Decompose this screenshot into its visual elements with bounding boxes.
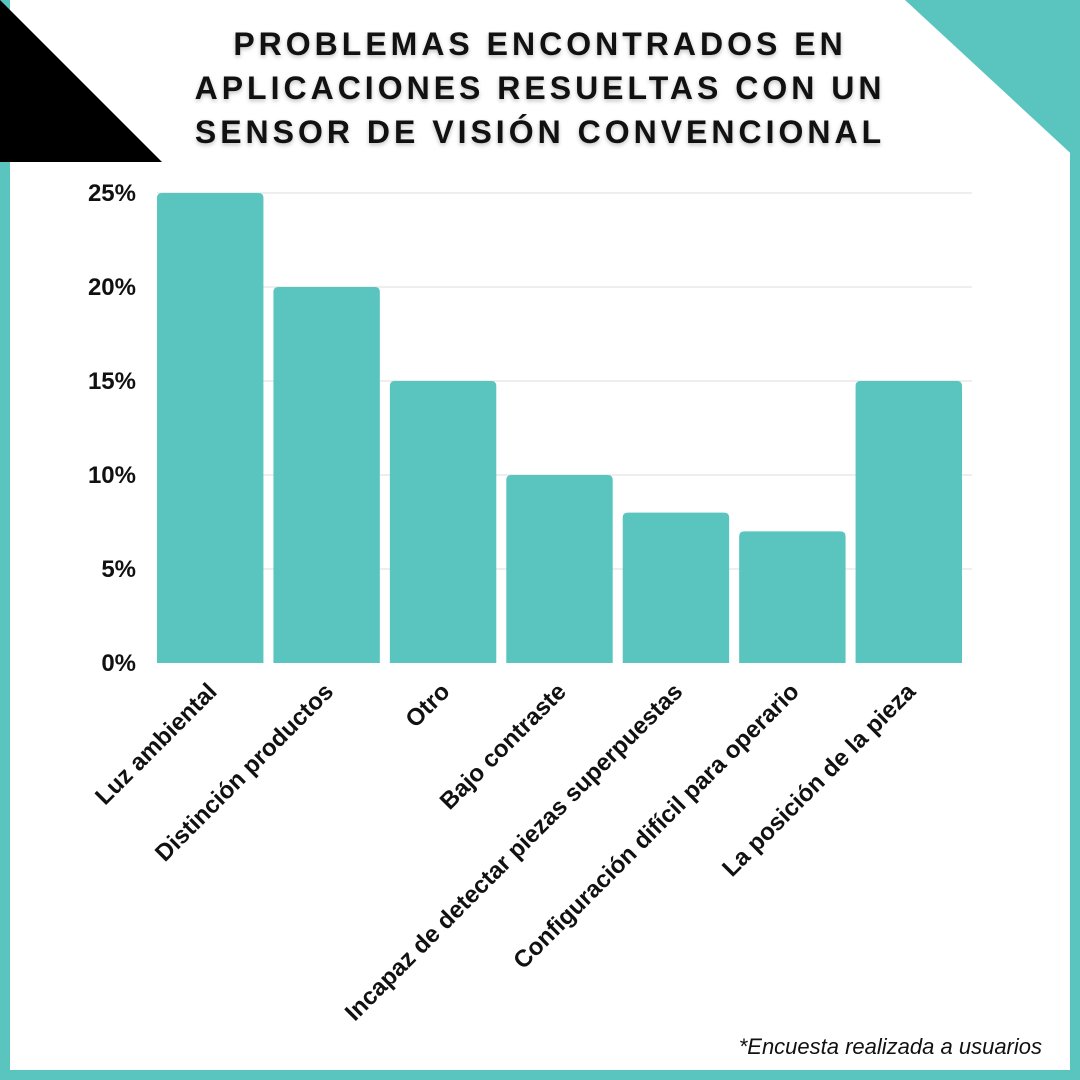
y-tick-label: 0% — [101, 650, 136, 677]
bar — [622, 512, 730, 663]
y-tick-label: 20% — [88, 274, 136, 301]
footnote: *Encuesta realizada a usuarios — [738, 1034, 1042, 1059]
x-tick-label: Bajo contraste — [435, 678, 572, 815]
y-axis-ticks: 0% 5% 10% 15% 20% 25% — [88, 180, 136, 677]
bars — [157, 193, 962, 663]
bar — [389, 381, 497, 663]
y-tick-label: 15% — [88, 368, 136, 395]
chart-title: PROBLEMAS ENCONTRADOS EN APLICACIONES RE… — [194, 26, 886, 150]
x-tick-label: Luz ambiental — [90, 678, 222, 810]
bar — [739, 531, 846, 663]
bar — [273, 287, 380, 663]
bar — [855, 381, 962, 663]
y-tick-label: 5% — [101, 556, 136, 583]
y-tick-label: 25% — [88, 180, 136, 207]
bar — [506, 475, 613, 663]
y-tick-label: 10% — [88, 462, 136, 489]
bar — [157, 193, 264, 663]
x-tick-label: Otro — [400, 678, 455, 733]
teal-corner-triangle — [905, 0, 1080, 162]
black-corner-triangle — [0, 0, 162, 162]
x-tick-label: La posición de la pieza — [717, 678, 921, 882]
